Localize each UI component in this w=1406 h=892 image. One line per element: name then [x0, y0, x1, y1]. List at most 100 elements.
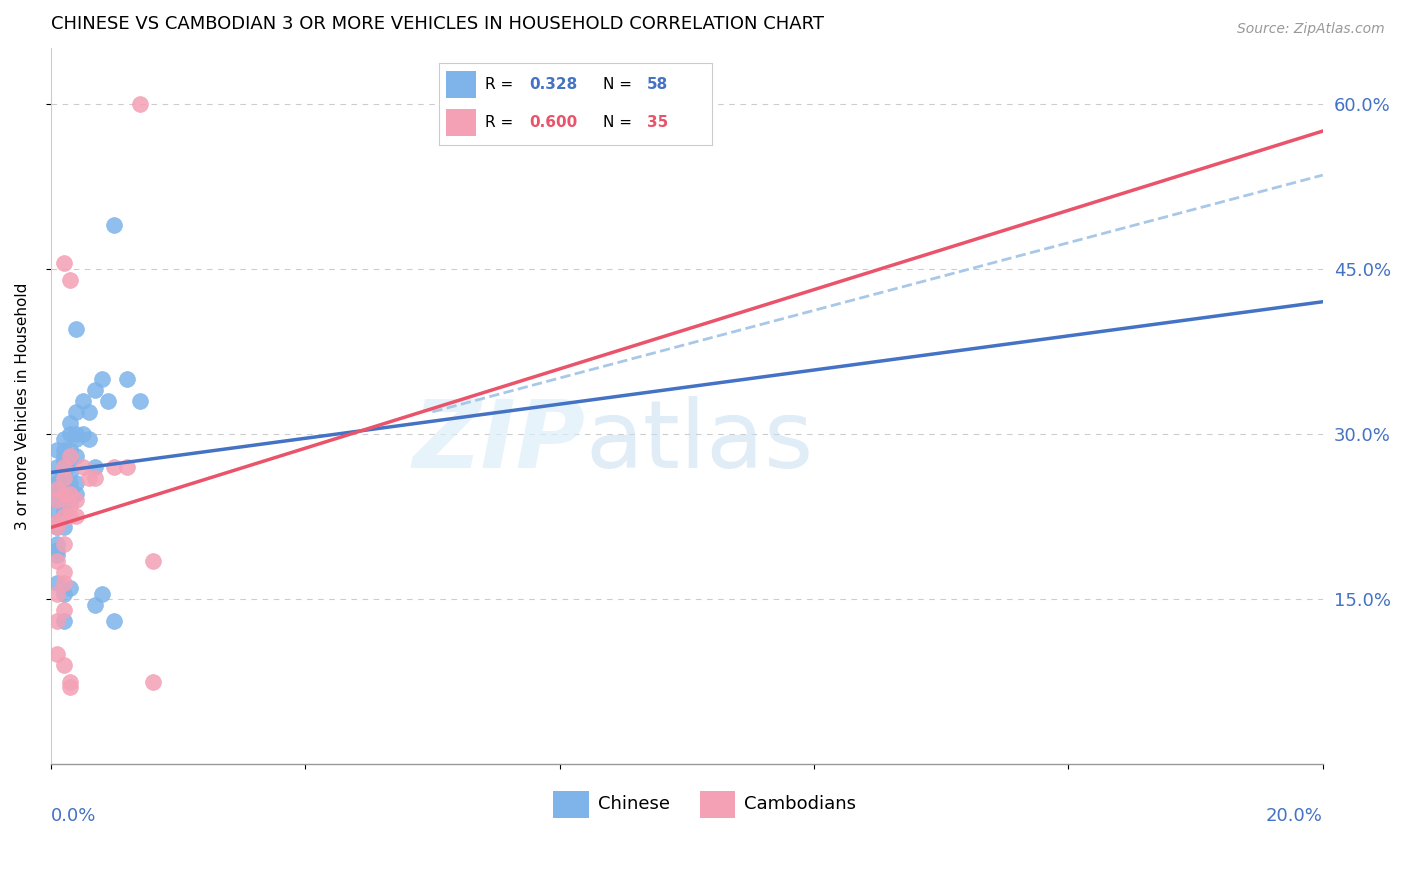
Point [52, 565, 75, 579]
Point [52, 614, 75, 628]
Point [84, 459, 107, 474]
Point [52, 487, 75, 501]
Text: Cambodians: Cambodians [744, 795, 856, 813]
Point [84, 471, 107, 485]
Point [59, 482, 82, 496]
Point [77, 471, 100, 485]
Point [77, 433, 100, 447]
Point [65, 426, 87, 441]
Point [52, 520, 75, 534]
Point [103, 218, 125, 232]
Point [46, 492, 69, 507]
Point [46, 520, 69, 534]
Point [59, 680, 82, 694]
Point [52, 482, 75, 496]
Text: 20.0%: 20.0% [1265, 807, 1323, 825]
Point [52, 471, 75, 485]
Text: Chinese: Chinese [598, 795, 669, 813]
Point [65, 492, 87, 507]
Point [77, 405, 100, 419]
Point [59, 426, 82, 441]
Point [59, 273, 82, 287]
Point [46, 504, 69, 518]
Point [52, 658, 75, 673]
Point [142, 674, 165, 689]
Text: atlas: atlas [585, 396, 813, 488]
Point [65, 487, 87, 501]
Point [52, 537, 75, 551]
Point [65, 405, 87, 419]
Point [72, 459, 94, 474]
Point [59, 581, 82, 595]
Point [59, 487, 82, 501]
Point [46, 459, 69, 474]
Y-axis label: 3 or more Vehicles in Household: 3 or more Vehicles in Household [15, 283, 30, 530]
Point [46, 537, 69, 551]
Point [97, 393, 120, 408]
Point [142, 553, 165, 567]
Point [90, 372, 112, 386]
Point [59, 416, 82, 430]
Point [59, 499, 82, 513]
Point [52, 256, 75, 270]
Point [52, 433, 75, 447]
Point [46, 476, 69, 491]
Point [59, 509, 82, 524]
Point [59, 466, 82, 480]
Point [72, 393, 94, 408]
Point [46, 487, 69, 501]
Point [115, 459, 138, 474]
Point [52, 454, 75, 468]
Point [46, 542, 69, 557]
Point [46, 520, 69, 534]
Point [72, 426, 94, 441]
Point [65, 433, 87, 447]
Point [128, 96, 150, 111]
Point [52, 575, 75, 590]
Point [65, 509, 87, 524]
Text: CHINESE VS CAMBODIAN 3 OR MORE VEHICLES IN HOUSEHOLD CORRELATION CHART: CHINESE VS CAMBODIAN 3 OR MORE VEHICLES … [51, 15, 824, 33]
Point [128, 393, 150, 408]
Point [59, 449, 82, 463]
Point [52, 509, 75, 524]
Point [46, 614, 69, 628]
Point [59, 487, 82, 501]
Text: ZIP: ZIP [412, 396, 585, 488]
Point [52, 504, 75, 518]
Point [115, 372, 138, 386]
Point [65, 322, 87, 336]
Point [52, 466, 75, 480]
Point [59, 454, 82, 468]
Point [52, 499, 75, 513]
Point [84, 383, 107, 397]
Point [52, 471, 75, 485]
Point [59, 476, 82, 491]
Point [52, 459, 75, 474]
Point [46, 515, 69, 529]
Point [46, 515, 69, 529]
Point [59, 492, 82, 507]
Point [46, 482, 69, 496]
Point [52, 492, 75, 507]
Point [65, 476, 87, 491]
Point [59, 443, 82, 458]
Point [65, 449, 87, 463]
Point [46, 443, 69, 458]
Point [103, 459, 125, 474]
Point [59, 674, 82, 689]
Point [46, 553, 69, 567]
Point [46, 575, 69, 590]
Point [52, 586, 75, 600]
Point [52, 443, 75, 458]
Point [84, 598, 107, 612]
Point [46, 548, 69, 562]
Point [52, 449, 75, 463]
Point [46, 586, 69, 600]
Point [46, 492, 69, 507]
Point [52, 603, 75, 617]
Point [46, 647, 69, 661]
Text: 0.0%: 0.0% [51, 807, 96, 825]
Text: Source: ZipAtlas.com: Source: ZipAtlas.com [1237, 22, 1385, 37]
Point [90, 586, 112, 600]
Point [52, 487, 75, 501]
